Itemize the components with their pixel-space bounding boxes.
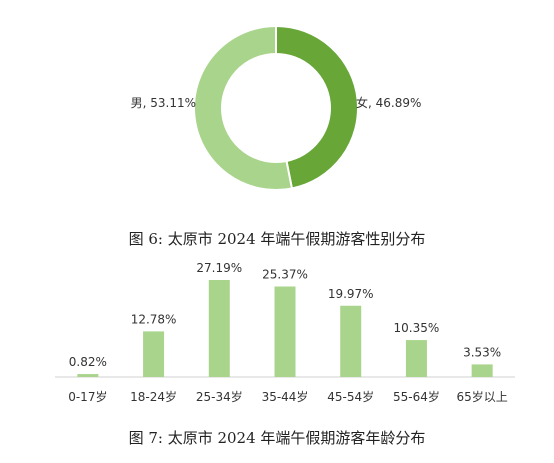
- x-tick-label: 35-44岁: [262, 389, 309, 404]
- donut-label-female: 女, 46.89%: [356, 95, 421, 110]
- x-tick-label: 45-54岁: [327, 389, 374, 404]
- bar-65岁以上: [471, 364, 493, 377]
- donut-slice-female: [275, 24, 359, 190]
- donut-slice-male: [193, 24, 294, 191]
- x-tick-label: 0-17岁: [68, 389, 107, 404]
- x-tick-label: 65岁以上: [457, 389, 508, 404]
- x-tick-label: 25-34岁: [196, 389, 243, 404]
- bar-25-34岁: [208, 280, 230, 377]
- bar-45-54岁: [340, 305, 362, 377]
- bar-value-label: 12.78%: [131, 312, 177, 326]
- gender-donut-chart: 女, 46.89% 男, 53.11%: [131, 24, 421, 191]
- x-tick-label: 18-24岁: [130, 389, 177, 404]
- gender-chart-caption: 图 6: 太原市 2024 年端午假期游客性别分布: [128, 230, 426, 248]
- bar-value-label: 19.97%: [328, 287, 374, 301]
- bar-35-44岁: [274, 286, 296, 377]
- bar-value-label: 25.37%: [262, 267, 308, 281]
- bar-value-label: 27.19%: [196, 261, 242, 275]
- bar-value-label: 3.53%: [463, 345, 501, 359]
- age-bar-chart: 0.82% 0-17岁 12.78% 18-24岁 27.19% 25-34岁 25.37%…: [55, 261, 515, 404]
- bar-value-label: 0.82%: [69, 355, 107, 369]
- bar-value-label: 10.35%: [394, 321, 440, 335]
- age-chart-caption: 图 7: 太原市 2024 年端午假期游客年龄分布: [128, 429, 426, 447]
- bar-18-24岁: [143, 331, 165, 377]
- bar-55-64岁: [405, 340, 427, 377]
- donut-label-male: 男, 53.11%: [131, 96, 196, 110]
- bar-0-17岁: [77, 374, 99, 377]
- x-tick-label: 55-64岁: [393, 389, 440, 404]
